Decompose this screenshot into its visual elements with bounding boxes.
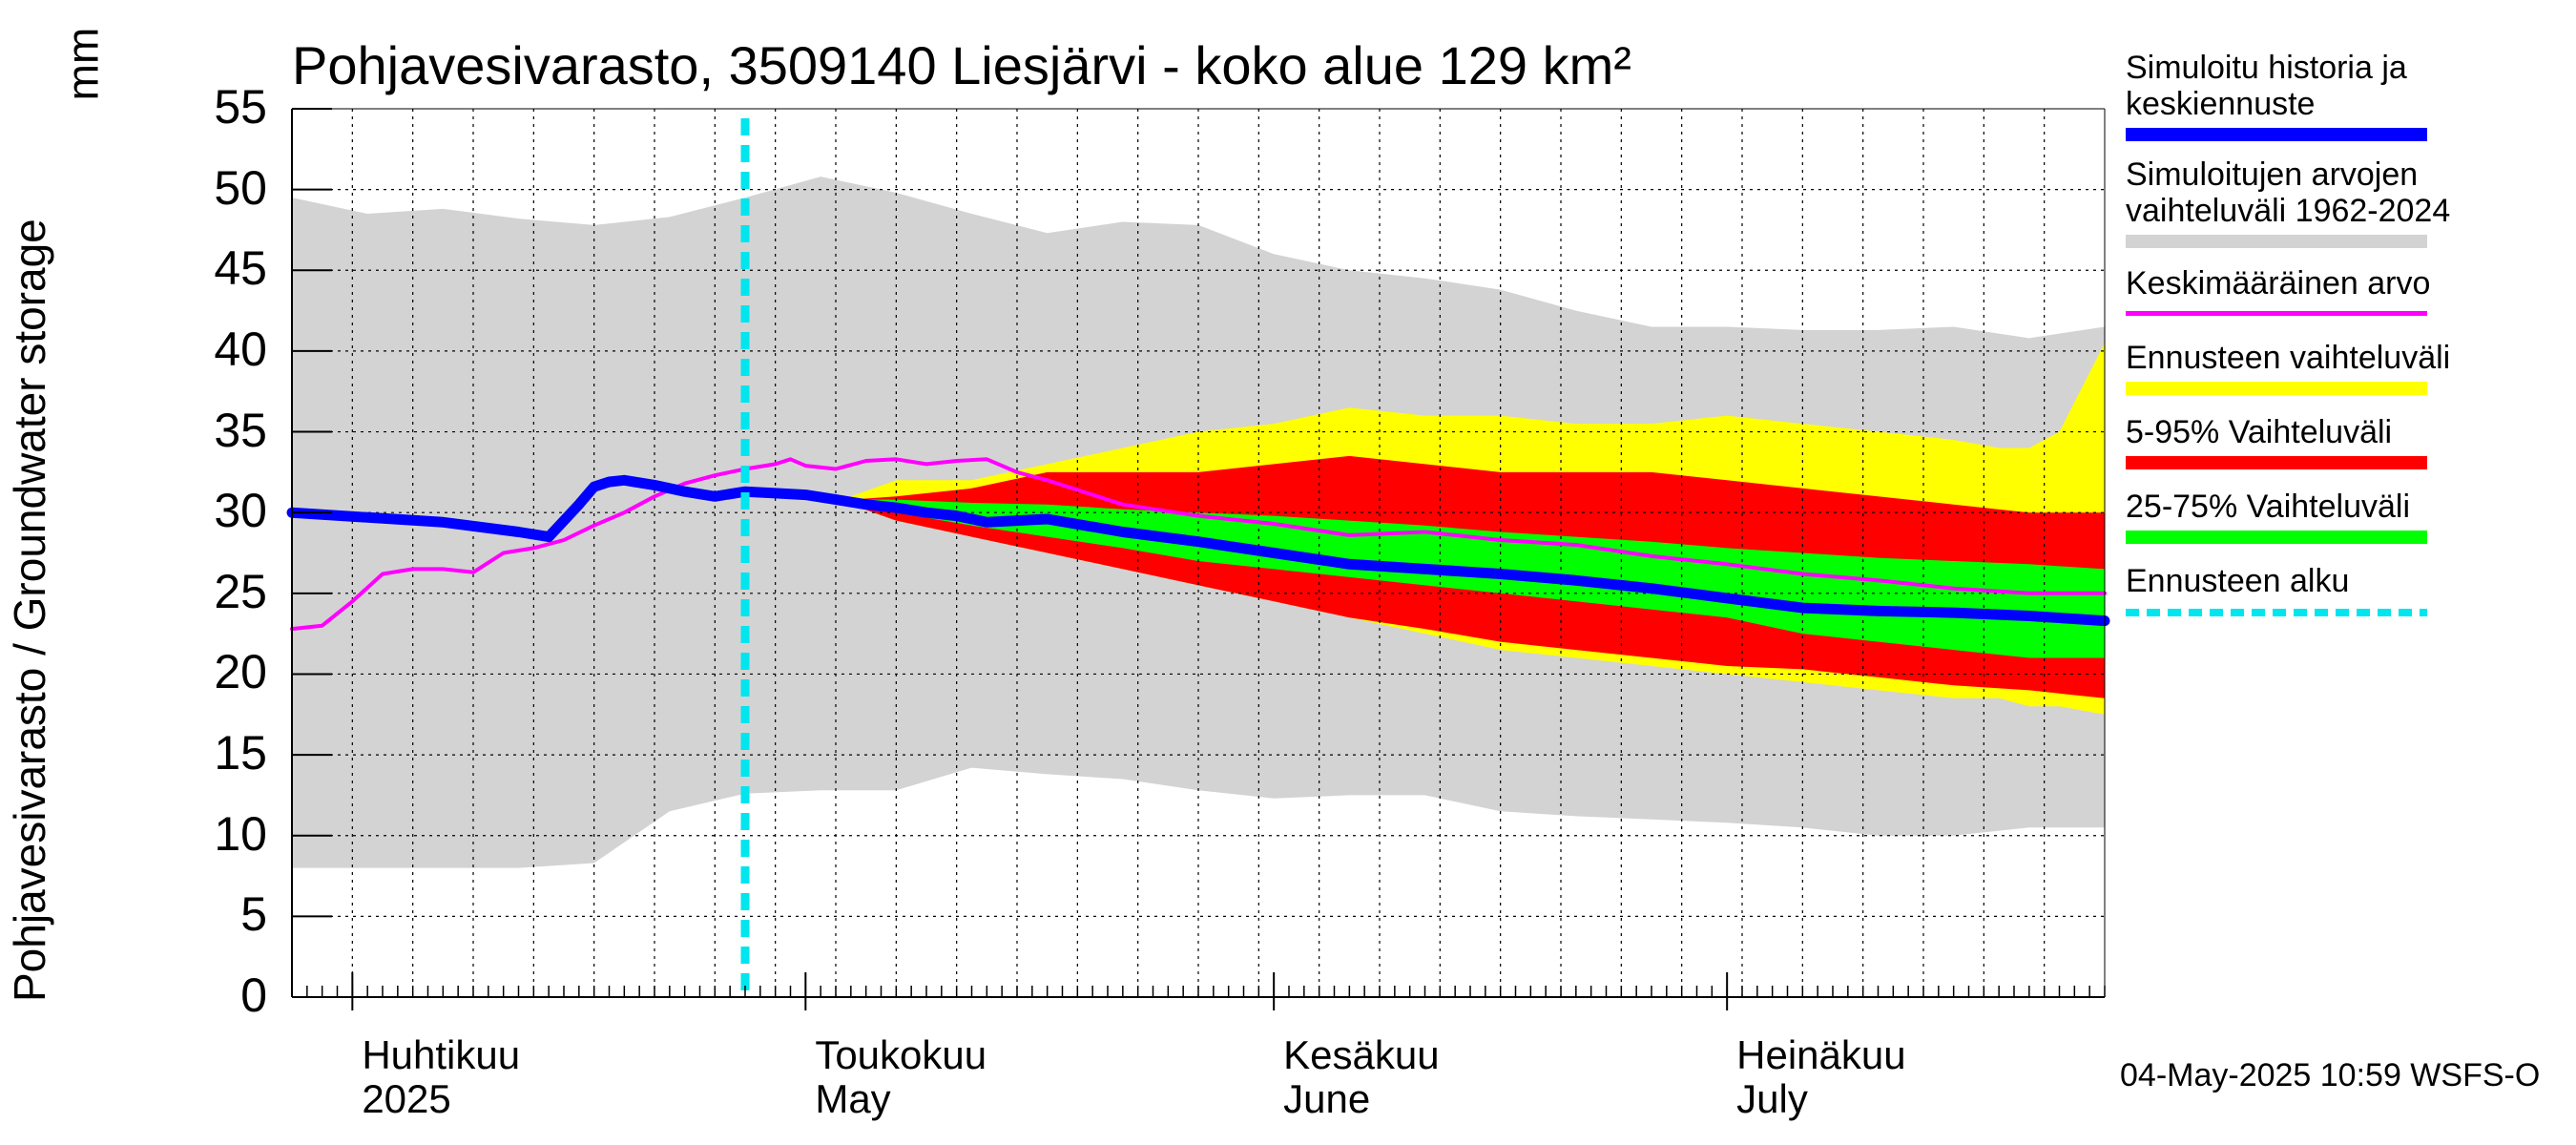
y-tick-label: 20 — [214, 645, 267, 699]
chart-title: Pohjavesivarasto, 3509140 Liesjärvi - ko… — [292, 35, 1631, 95]
month-name-fi: Heinäkuu — [1736, 1032, 1906, 1077]
footer-timestamp: 04-May-2025 10:59 WSFS-O — [2120, 1057, 2541, 1093]
legend-label: Ennusteen vaihteluväli — [2126, 340, 2451, 376]
legend-item-history: Simuloitu historia ja keskiennuste — [2126, 50, 2431, 141]
lines-layer — [286, 118, 2110, 997]
legend-swatch-cyan-dotted — [2126, 609, 2427, 616]
legend-item-range: Simuloitujen arvojen vaihteluväli 1962-2… — [2126, 156, 2451, 248]
month-name-fi: Huhtikuu — [362, 1032, 521, 1077]
legend-label: 25-75% Vaihteluväli — [2126, 489, 2410, 525]
legend-item-5-95: 5-95% Vaihteluväli — [2126, 414, 2431, 469]
legend-item-forecast-range: Ennusteen vaihteluväli — [2126, 340, 2451, 395]
y-tick-label: 35 — [214, 403, 267, 457]
y-tick-label: 5 — [240, 887, 267, 942]
legend-item-25-75: 25-75% Vaihteluväli — [2126, 489, 2431, 544]
y-tick-label: 50 — [214, 160, 267, 215]
series-simuloitu-historia-ja-keskiennuste — [286, 474, 2110, 627]
x-month-label: Huhtikuu 2025 — [362, 1033, 520, 1121]
month-name-en: 2025 — [362, 1076, 451, 1121]
y-tick-label: 30 — [214, 484, 267, 538]
month-name-en: June — [1283, 1076, 1371, 1121]
y-tick-label: 10 — [214, 806, 267, 861]
y-tick-label: 55 — [214, 80, 267, 134]
month-name-fi: Toukokuu — [815, 1032, 987, 1077]
legend-swatch-yellow — [2126, 382, 2427, 395]
y-tick-label: 0 — [240, 968, 267, 1022]
month-name-en: July — [1736, 1076, 1808, 1121]
month-name-en: May — [815, 1076, 891, 1121]
y-axis-unit: mm — [57, 27, 108, 101]
y-tick-label: 45 — [214, 241, 267, 296]
legend-label: Simuloitujen arvojen — [2126, 156, 2419, 193]
legend-label: Simuloitu historia ja — [2126, 50, 2407, 86]
legend-swatch-green — [2126, 531, 2427, 544]
legend-swatch-magenta — [2126, 311, 2427, 316]
legend-label: vaihteluväli 1962-2024 — [2126, 193, 2451, 229]
y-axis-label: Pohjavesivarasto / Groundwater storage — [5, 219, 54, 1002]
legend-label: keskiennuste — [2126, 86, 2316, 122]
legend-label: Ennusteen alku — [2126, 563, 2350, 599]
y-tick-label: 25 — [214, 564, 267, 618]
y-tick-label: 40 — [214, 322, 267, 376]
legend-label: Keskimääräinen arvo — [2126, 265, 2431, 302]
x-month-label: Heinäkuu July — [1736, 1033, 1905, 1121]
legend-swatch-red — [2126, 456, 2427, 469]
month-name-fi: Kesäkuu — [1283, 1032, 1440, 1077]
y-tick-label: 15 — [214, 726, 267, 781]
legend-item-forecast-start: Ennusteen alku — [2126, 563, 2431, 616]
legend-item-mean: Keskimääräinen arvo — [2126, 265, 2431, 316]
legend-swatch-blue — [2126, 128, 2427, 141]
x-month-label: Toukokuu May — [815, 1033, 987, 1121]
legend-label: 5-95% Vaihteluväli — [2126, 414, 2393, 450]
x-month-label: Kesäkuu June — [1283, 1033, 1439, 1121]
axes-layer — [291, 108, 2106, 1010]
legend-swatch-grey — [2126, 235, 2427, 248]
series-keskim-r-inen-arvo — [290, 457, 2107, 632]
